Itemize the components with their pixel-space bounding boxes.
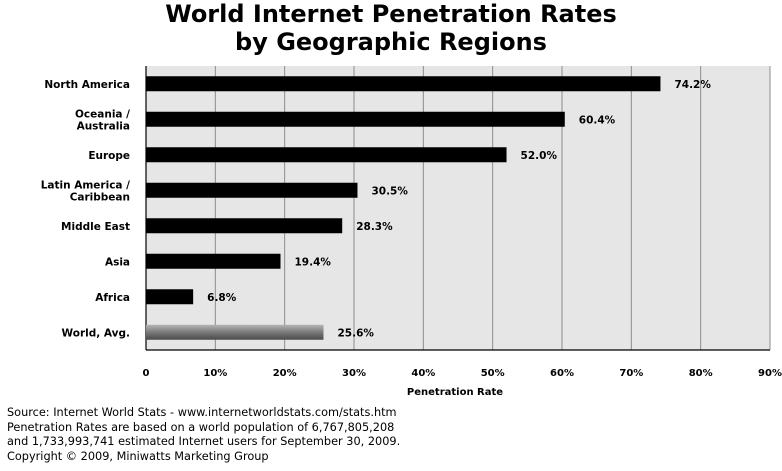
value-label-3: 30.5% bbox=[371, 185, 408, 197]
source-note-line-3: and 1,733,993,741 estimated Internet use… bbox=[7, 435, 401, 448]
x-tick-label-10: 10% bbox=[203, 368, 227, 379]
x-tick-label-90: 90% bbox=[758, 368, 782, 379]
x-axis-title: Penetration Rate bbox=[407, 387, 503, 398]
chart-title-line-2: by Geographic Regions bbox=[235, 28, 547, 56]
bar-7 bbox=[146, 324, 324, 340]
category-label-2: Europe bbox=[88, 150, 130, 162]
category-label-0: North America bbox=[44, 79, 130, 91]
x-tick-label-80: 80% bbox=[689, 368, 713, 379]
value-label-6: 6.8% bbox=[207, 292, 237, 304]
chart-title: World Internet Penetration Rates by Geog… bbox=[0, 0, 782, 56]
category-label-7: World, Avg. bbox=[62, 327, 130, 339]
chart-title-line-1: World Internet Penetration Rates bbox=[165, 0, 617, 28]
value-label-7: 25.6% bbox=[337, 327, 374, 339]
x-tick-label-20: 20% bbox=[273, 368, 297, 379]
bar-4 bbox=[146, 218, 343, 234]
x-tick-label-50: 50% bbox=[481, 368, 505, 379]
bar-1 bbox=[146, 111, 565, 127]
bar-2 bbox=[146, 147, 507, 163]
bar-3 bbox=[146, 182, 358, 198]
category-label-4: Middle East bbox=[61, 221, 130, 233]
bar-6 bbox=[146, 289, 194, 305]
category-label-5: Asia bbox=[105, 256, 130, 268]
plot-background bbox=[146, 66, 770, 350]
source-note-line-2: Penetration Rates are based on a world p… bbox=[7, 420, 395, 434]
category-label-1-1: Australia bbox=[77, 120, 130, 132]
value-label-5: 19.4% bbox=[295, 256, 332, 268]
x-tick-label-60: 60% bbox=[550, 368, 574, 379]
source-note: Source: Internet World Stats - www.inter… bbox=[7, 406, 777, 464]
source-note-line-1: Source: Internet World Stats - www.inter… bbox=[7, 406, 397, 419]
bar-5 bbox=[146, 253, 281, 269]
category-label-3-0: Latin America / bbox=[41, 179, 130, 191]
category-label-1-0: Oceania / bbox=[75, 108, 130, 120]
value-label-0: 74.2% bbox=[674, 79, 711, 91]
bar-chart: 74.2% North America 60.4% Oceania /Australi… bbox=[41, 66, 782, 398]
category-label-3-1: Caribbean bbox=[70, 191, 130, 203]
value-label-2: 52.0% bbox=[521, 150, 558, 162]
source-note-line-4: Copyright © 2009, Miniwatts Marketing Gr… bbox=[7, 449, 269, 463]
x-tick-label-70: 70% bbox=[619, 368, 643, 379]
x-tick-label-30: 30% bbox=[342, 368, 366, 379]
x-tick-label-40: 40% bbox=[411, 368, 435, 379]
bar-0 bbox=[146, 76, 661, 92]
value-label-4: 28.3% bbox=[356, 221, 393, 233]
x-tick-label-0: 0 bbox=[143, 368, 150, 379]
category-label-6: Africa bbox=[95, 292, 130, 304]
value-label-1: 60.4% bbox=[579, 114, 616, 126]
